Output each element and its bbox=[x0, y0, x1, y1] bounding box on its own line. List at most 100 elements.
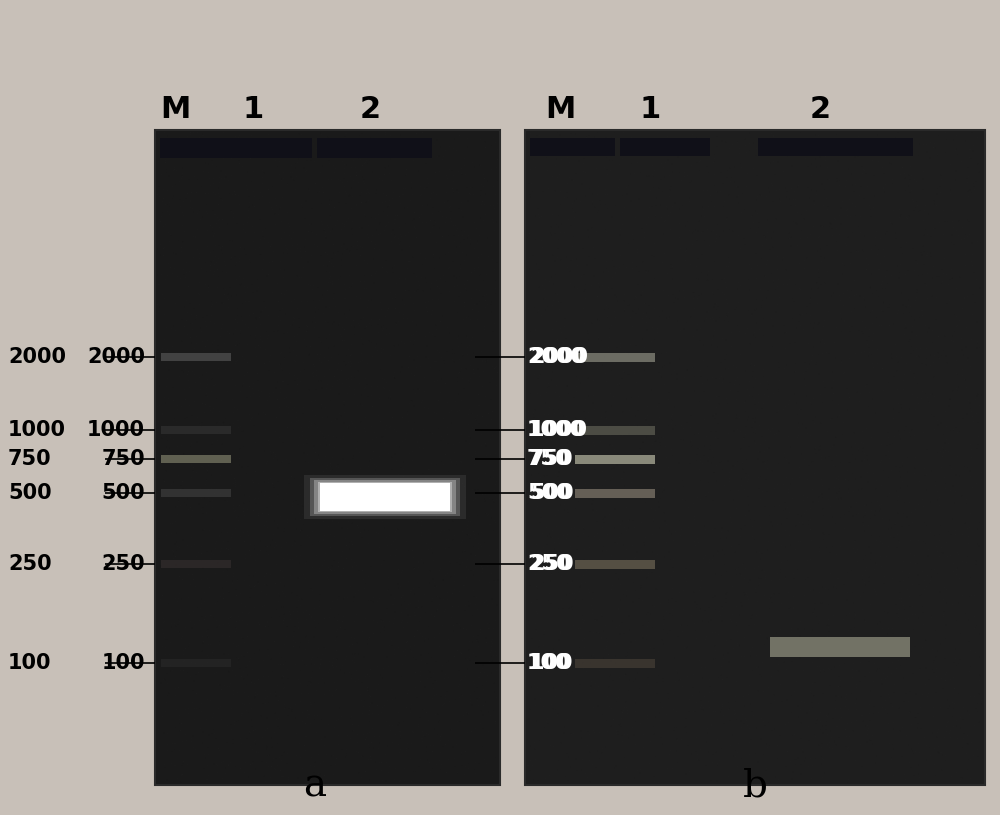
Point bbox=[433, 350, 449, 363]
Point bbox=[895, 483, 911, 496]
Point bbox=[380, 253, 396, 266]
Point bbox=[459, 227, 475, 240]
Point bbox=[474, 354, 490, 367]
Point bbox=[709, 130, 725, 143]
Point bbox=[165, 394, 181, 408]
Point bbox=[360, 683, 376, 696]
Point bbox=[459, 561, 475, 574]
Point bbox=[616, 394, 632, 408]
Point bbox=[782, 232, 798, 245]
Point bbox=[442, 489, 458, 502]
Point bbox=[746, 328, 762, 341]
Point bbox=[224, 404, 240, 417]
Point bbox=[391, 441, 407, 454]
Point bbox=[745, 648, 761, 661]
Point bbox=[808, 152, 824, 165]
Point bbox=[347, 482, 363, 496]
Point bbox=[267, 560, 283, 573]
Point bbox=[419, 460, 435, 473]
Point bbox=[486, 533, 502, 546]
Point bbox=[261, 309, 277, 322]
Point bbox=[698, 312, 714, 325]
Point bbox=[579, 662, 595, 675]
Point bbox=[199, 474, 215, 487]
Point bbox=[935, 227, 951, 240]
Point bbox=[680, 215, 696, 228]
Point bbox=[563, 576, 579, 589]
Point bbox=[461, 553, 477, 566]
Point bbox=[864, 504, 880, 518]
Point bbox=[861, 416, 877, 429]
Point bbox=[728, 615, 744, 628]
Point bbox=[400, 126, 416, 139]
Point bbox=[758, 483, 774, 496]
Point bbox=[679, 243, 695, 256]
Point bbox=[167, 592, 183, 605]
Point bbox=[851, 130, 867, 143]
Point bbox=[249, 549, 265, 562]
Point bbox=[472, 625, 488, 638]
Point bbox=[167, 209, 183, 222]
Point bbox=[348, 710, 364, 723]
Point bbox=[472, 197, 488, 210]
Point bbox=[716, 381, 732, 394]
Point bbox=[948, 614, 964, 627]
Point bbox=[475, 289, 491, 302]
Point bbox=[157, 422, 173, 435]
Point bbox=[481, 658, 497, 671]
Point bbox=[900, 465, 916, 478]
Point bbox=[852, 675, 868, 688]
Point bbox=[853, 134, 869, 147]
Point bbox=[969, 704, 985, 717]
Point bbox=[449, 716, 465, 729]
Point bbox=[911, 528, 927, 541]
Point bbox=[414, 732, 430, 745]
Point bbox=[787, 575, 803, 588]
Point bbox=[636, 301, 652, 314]
Point bbox=[207, 197, 223, 210]
Point bbox=[156, 127, 172, 140]
Point bbox=[480, 354, 496, 367]
Point bbox=[400, 669, 416, 682]
Point bbox=[391, 232, 407, 245]
Point bbox=[820, 143, 836, 156]
Point bbox=[944, 214, 960, 227]
Point bbox=[236, 496, 252, 509]
Point bbox=[247, 690, 263, 703]
Point bbox=[272, 165, 288, 178]
Point bbox=[286, 133, 302, 146]
Point bbox=[412, 627, 428, 640]
Point bbox=[477, 198, 493, 211]
Point bbox=[442, 367, 458, 380]
Point bbox=[297, 333, 313, 346]
Point bbox=[804, 183, 820, 196]
Point bbox=[626, 527, 642, 540]
Point bbox=[461, 479, 477, 492]
Point bbox=[668, 326, 684, 339]
Point bbox=[302, 425, 318, 438]
Point bbox=[161, 337, 177, 350]
Point bbox=[362, 670, 378, 683]
Point bbox=[703, 506, 719, 519]
Point bbox=[593, 533, 609, 546]
Point bbox=[374, 131, 390, 144]
Point bbox=[959, 408, 975, 421]
Point bbox=[952, 493, 968, 506]
Point bbox=[547, 542, 563, 555]
Point bbox=[446, 355, 462, 368]
Point bbox=[661, 262, 677, 275]
Point bbox=[898, 357, 914, 370]
Point bbox=[812, 545, 828, 558]
Point bbox=[381, 711, 397, 725]
Point bbox=[901, 571, 917, 584]
Point bbox=[721, 690, 737, 703]
Point bbox=[452, 553, 468, 566]
Point bbox=[692, 584, 708, 597]
Point bbox=[689, 593, 705, 606]
Point bbox=[348, 741, 364, 754]
Point bbox=[915, 381, 931, 394]
Point bbox=[472, 350, 488, 363]
Point bbox=[532, 664, 548, 677]
Point bbox=[931, 141, 947, 154]
Point bbox=[412, 615, 428, 628]
